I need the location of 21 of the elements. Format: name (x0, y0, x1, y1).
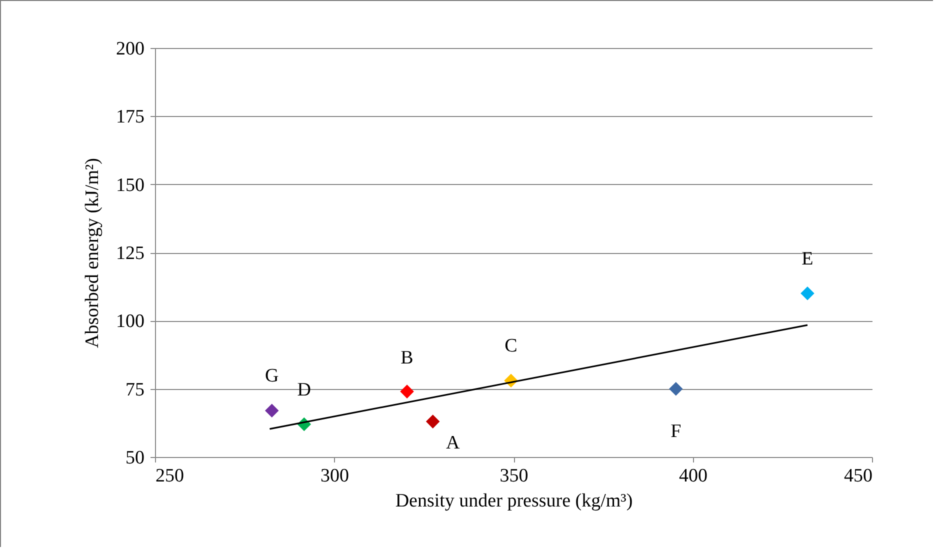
series-label: B (400, 348, 414, 369)
x-tick-label: 350 (500, 466, 528, 486)
x-tick-label: 400 (679, 466, 708, 486)
series-label: E (802, 248, 814, 270)
series-label: A (446, 432, 460, 454)
y-tick-label: 75 (126, 379, 144, 400)
y-tick-label: 100 (116, 311, 144, 332)
y-tick-label: 50 (126, 448, 144, 468)
series-label: D (297, 379, 312, 400)
y-tick-label: 125 (116, 243, 144, 264)
y-tick-label: 200 (116, 38, 144, 60)
series-label: G (265, 366, 280, 387)
y-tick-label: 150 (116, 174, 144, 196)
x-tick-label: 250 (156, 466, 184, 486)
x-tick-label: 450 (844, 466, 872, 486)
series-label: C (504, 336, 518, 357)
x-axis-title: Density under pressure (kg/m³) (395, 490, 633, 512)
y-axis-title: Absorbed energy (kJ/m²) (82, 158, 103, 348)
x-tick-label: 300 (320, 466, 349, 486)
series-label: F (670, 420, 682, 442)
y-tick-label: 175 (116, 106, 144, 128)
